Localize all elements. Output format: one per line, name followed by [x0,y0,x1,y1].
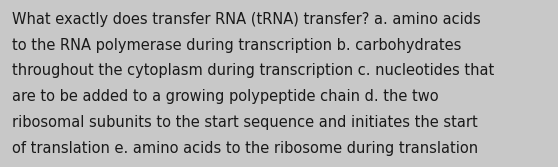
Text: What exactly does transfer RNA (tRNA) transfer? a. amino acids: What exactly does transfer RNA (tRNA) tr… [12,12,481,27]
Text: are to be added to a growing polypeptide chain d. the two: are to be added to a growing polypeptide… [12,89,439,104]
Text: ribosomal subunits to the start sequence and initiates the start: ribosomal subunits to the start sequence… [12,115,478,130]
Text: of translation e. amino acids to the ribosome during translation: of translation e. amino acids to the rib… [12,141,478,156]
Text: to the RNA polymerase during transcription b. carbohydrates: to the RNA polymerase during transcripti… [12,38,461,53]
Text: throughout the cytoplasm during transcription c. nucleotides that: throughout the cytoplasm during transcri… [12,63,494,78]
